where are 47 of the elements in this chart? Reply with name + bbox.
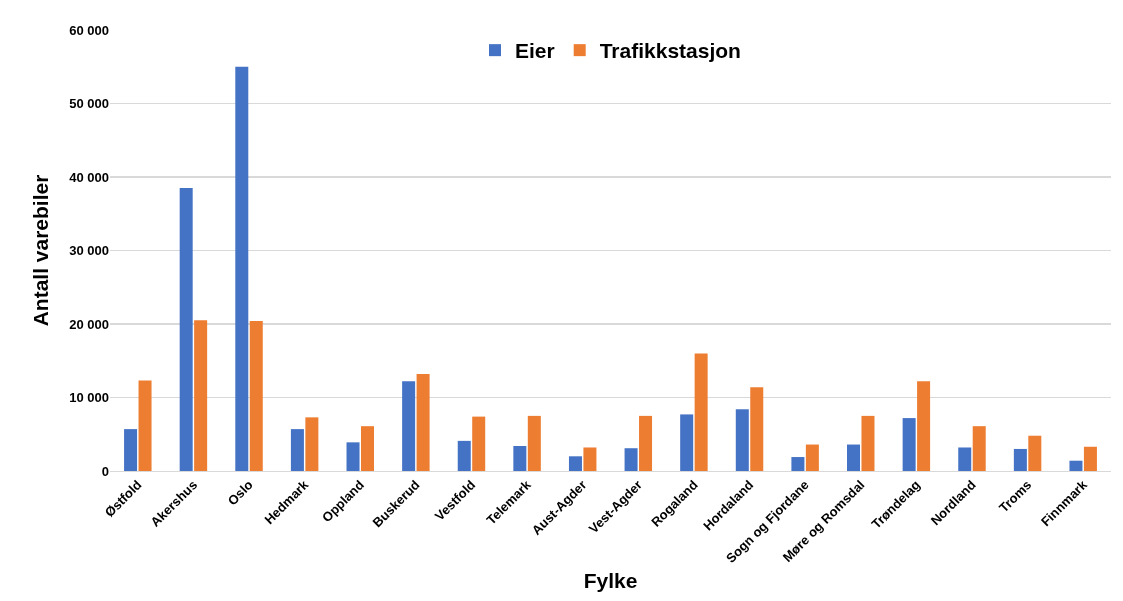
bar [750,387,764,471]
bar [235,66,249,471]
bar [527,415,541,471]
bar [791,457,805,471]
bar [958,447,972,471]
y-tick-label: 10 000 [69,390,109,406]
bar [805,444,819,471]
bar [138,380,152,471]
y-tick-label: 20 000 [69,316,109,332]
bar [249,321,263,471]
bar [1069,460,1083,471]
bar [694,353,708,471]
bar [1028,435,1042,471]
bar [290,429,304,471]
bar [402,381,416,471]
bar [917,381,931,471]
bar [194,320,208,471]
bar [568,456,582,471]
bar [902,418,916,471]
legend-label: Trafikkstasjon [599,39,741,63]
bar [457,440,471,471]
bar [1083,446,1097,471]
bar [305,417,319,471]
bar [847,444,861,471]
bar [416,373,430,471]
legend-label: Eier [515,39,555,63]
bar [735,409,749,471]
bar [513,446,527,471]
y-tick-label: 0 [101,463,109,479]
y-tick-label: 40 000 [69,169,109,185]
y-tick-label: 60 000 [69,22,109,38]
bar [639,415,653,471]
bar [861,415,875,471]
bar [680,414,694,471]
bar [972,426,986,471]
bar [360,426,374,471]
bar [583,447,597,471]
y-tick-label: 30 000 [69,243,109,259]
bar [472,416,486,471]
bar [346,442,360,471]
y-tick-label: 50 000 [69,96,109,112]
y-axis-title: Antall varebiler [29,174,53,327]
x-axis-title: Fylke [583,569,638,593]
bar [624,448,638,471]
bar [179,188,193,471]
bar [124,429,138,471]
bar [1013,448,1027,471]
